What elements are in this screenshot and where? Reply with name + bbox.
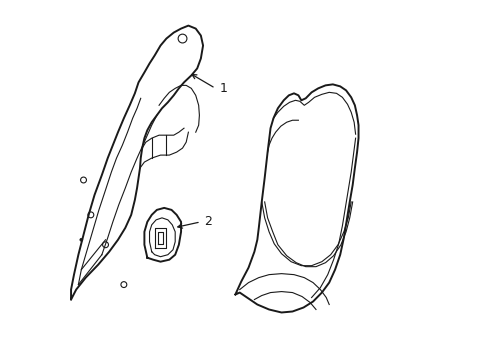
Text: 1: 1 [219,82,226,95]
Circle shape [80,238,82,241]
Text: 2: 2 [204,215,212,228]
